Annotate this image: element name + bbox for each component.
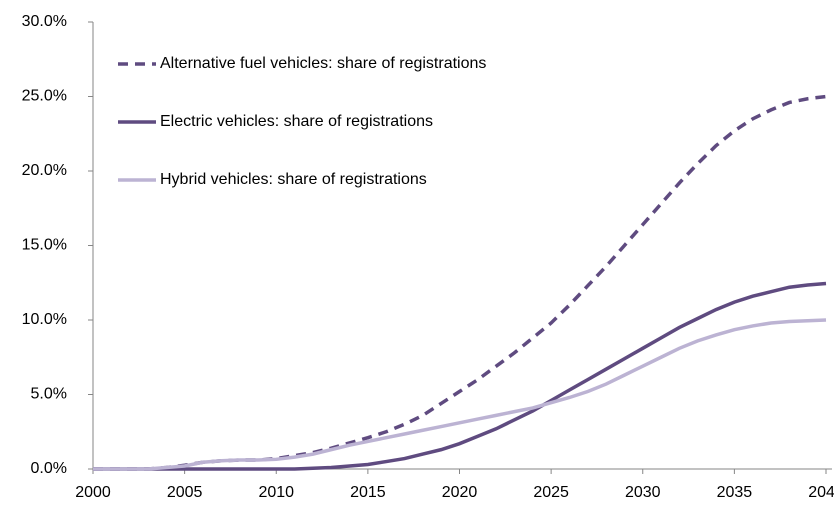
x-tick-label: 2015 bbox=[350, 484, 386, 501]
x-tick-label: 2005 bbox=[167, 484, 203, 501]
y-tick-label: 20.0% bbox=[22, 162, 67, 179]
y-tick-label: 25.0% bbox=[22, 88, 67, 105]
series-line bbox=[93, 94, 827, 471]
x-tick-label: 2035 bbox=[717, 484, 753, 501]
x-tick-label: 2010 bbox=[258, 484, 294, 501]
series-line bbox=[93, 318, 827, 471]
x-tick-label: 2025 bbox=[533, 484, 569, 501]
y-tick-label: 15.0% bbox=[22, 237, 67, 254]
x-tick-label: 2030 bbox=[625, 484, 661, 501]
legend-label: Electric vehicles: share of registration… bbox=[160, 113, 433, 130]
y-tick-label: 0.0% bbox=[31, 460, 67, 477]
x-tick-label: 2020 bbox=[442, 484, 478, 501]
x-tick-label: 2000 bbox=[75, 484, 111, 501]
legend-label: Alternative fuel vehicles: share of regi… bbox=[160, 55, 486, 72]
y-tick-label: 10.0% bbox=[22, 311, 67, 328]
x-tick-label: 2040 bbox=[808, 484, 834, 501]
y-tick-label: 30.0% bbox=[22, 13, 67, 30]
legend-label: Hybrid vehicles: share of registrations bbox=[160, 171, 427, 188]
y-tick-label: 5.0% bbox=[31, 386, 67, 403]
series-line bbox=[93, 281, 827, 471]
